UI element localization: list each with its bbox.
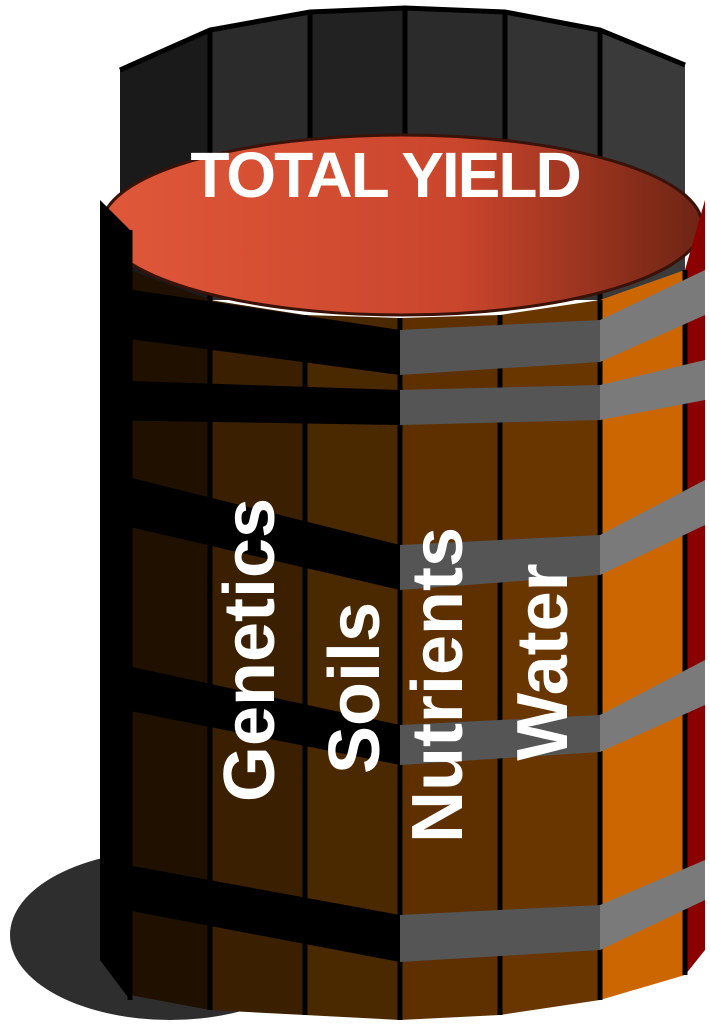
stave-label: Water [503,563,583,760]
stave-label: Genetics [210,498,290,802]
stave-label: Soils [315,602,395,774]
barrel-diagram: TOTAL YIELD [0,0,710,1032]
total-yield-title: TOTAL YIELD [190,139,579,211]
stave-label: Nutrients [398,527,478,843]
